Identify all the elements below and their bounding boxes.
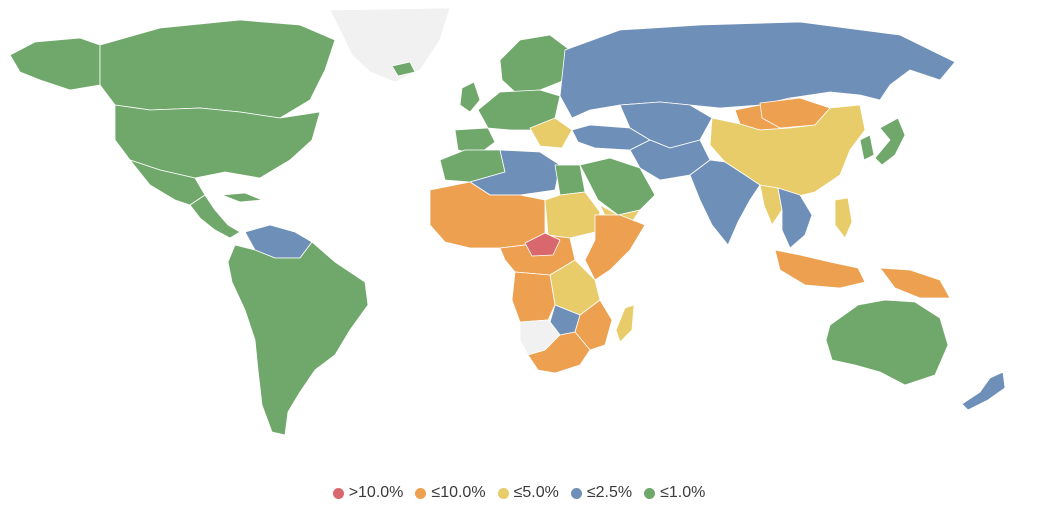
legend-label-le10: ≤10.0% [431,484,486,501]
region-russia[interactable] [559,21,956,119]
region-south-africa[interactable] [527,331,591,374]
region-horn-of-africa[interactable] [584,214,646,281]
region-central-america[interactable] [189,194,241,239]
region-australia[interactable] [825,299,949,386]
legend-item-le10: ≤10.0% [415,484,486,502]
region-new-zealand[interactable] [961,371,1006,411]
legend-item-gt10: >10.0% [332,484,404,502]
legend-label-gt10: >10.0% [348,484,404,501]
region-arabia[interactable] [579,157,656,216]
legend-dot-gt10 [332,487,344,499]
legend-label-le5: ≤5.0% [513,484,559,501]
region-balkans[interactable] [529,117,573,149]
region-greenland[interactable] [329,7,451,83]
legend-dot-le5 [497,487,509,499]
region-canada[interactable] [99,19,336,119]
legend-item-le25: ≤2.5% [570,484,633,502]
legend-item-le1: ≤1.0% [644,484,705,502]
region-angola[interactable] [511,271,556,323]
legend-label-le1: ≤1.0% [660,484,706,501]
legend: >10.0% ≤10.0% ≤5.0% ≤2.5% ≤1.0% [0,484,1038,502]
region-car-hotspot[interactable] [524,232,561,257]
legend-dot-le1 [644,487,656,499]
legend-dot-le10 [415,487,427,499]
region-egypt[interactable] [554,164,586,196]
world-map [9,7,1006,436]
region-india[interactable] [689,159,761,246]
region-japan[interactable] [874,117,906,166]
region-philippines[interactable] [834,197,853,239]
region-scandinavia[interactable] [499,34,571,93]
region-alaska[interactable] [9,37,101,91]
legend-label-le25: ≤2.5% [586,484,633,501]
region-uk[interactable] [459,81,481,113]
legend-item-le5: ≤5.0% [497,484,559,502]
region-south-america[interactable] [227,241,369,436]
region-indonesia[interactable] [774,249,866,289]
region-madagascar[interactable] [615,304,635,343]
region-sahel-east[interactable] [544,191,601,239]
region-iberia[interactable] [454,127,496,156]
region-indochina[interactable] [777,187,813,249]
legend-dot-le25 [570,487,582,499]
region-cuba[interactable] [221,192,263,203]
region-papua[interactable] [879,267,951,299]
region-korea[interactable] [859,134,875,161]
region-iceland[interactable] [391,61,416,77]
region-myanmar[interactable] [759,184,783,226]
